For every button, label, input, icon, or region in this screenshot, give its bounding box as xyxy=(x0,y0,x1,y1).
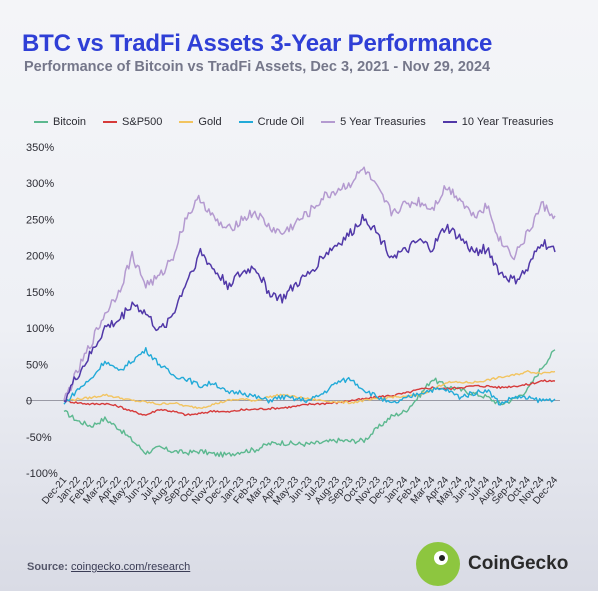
legend-item: 10 Year Treasuries xyxy=(442,116,554,128)
brand-logo-block: CoinGecko xyxy=(416,542,568,586)
chart-legend: Bitcoin S&P500 Gold Crude Oil 5 Year Treasur… xyxy=(34,116,570,128)
source-label: Source: xyxy=(27,561,68,573)
y-tick-label: 150% xyxy=(26,287,54,299)
legend-label: Bitcoin xyxy=(53,116,87,128)
series-line-gold xyxy=(63,370,556,409)
legend-label: S&P500 xyxy=(122,116,163,128)
series-line-crude-oil xyxy=(63,347,556,406)
gecko-logo-icon xyxy=(416,542,460,586)
chart-title: BTC vs TradFi Assets 3-Year Performance xyxy=(22,30,493,57)
chart-subtitle: Performance of Bitcoin vs TradFi Assets,… xyxy=(24,59,491,75)
series-line-s-p500 xyxy=(63,379,556,417)
legend-swatch xyxy=(179,121,194,123)
legend-item: Crude Oil xyxy=(238,116,305,128)
source-note: Source: coingecko.com/research xyxy=(27,561,190,573)
series-line-5-year-treasuries xyxy=(63,166,556,401)
legend-label: Crude Oil xyxy=(257,116,305,128)
y-tick-label: -50% xyxy=(26,432,52,444)
legend-item: S&P500 xyxy=(103,116,162,128)
legend-swatch xyxy=(103,121,118,123)
series-line-bitcoin xyxy=(63,349,556,458)
legend-item: 5 Year Treasuries xyxy=(321,116,426,128)
y-tick-label: 200% xyxy=(26,251,54,263)
legend-swatch xyxy=(238,121,253,123)
y-tick-label: 250% xyxy=(26,214,54,226)
brand-name: CoinGecko xyxy=(468,553,569,574)
y-tick-label: -100% xyxy=(26,468,58,480)
y-tick-label: 100% xyxy=(26,323,54,335)
y-tick-label: 300% xyxy=(26,178,54,190)
y-tick-label: 50% xyxy=(26,359,48,371)
legend-label: Gold xyxy=(198,116,222,128)
legend-swatch xyxy=(442,121,457,123)
y-tick-label: 350% xyxy=(26,142,54,154)
source-link[interactable]: coingecko.com/research xyxy=(71,561,191,573)
y-tick-label: 0 xyxy=(26,396,32,408)
legend-item: Bitcoin xyxy=(34,116,86,128)
legend-swatch xyxy=(321,121,336,123)
series-line-10-year-treasuries xyxy=(63,213,556,403)
legend-swatch xyxy=(34,121,48,123)
legend-item: Gold xyxy=(179,116,222,128)
legend-label: 5 Year Treasuries xyxy=(340,116,426,128)
legend-label: 10 Year Treasuries xyxy=(461,116,554,128)
